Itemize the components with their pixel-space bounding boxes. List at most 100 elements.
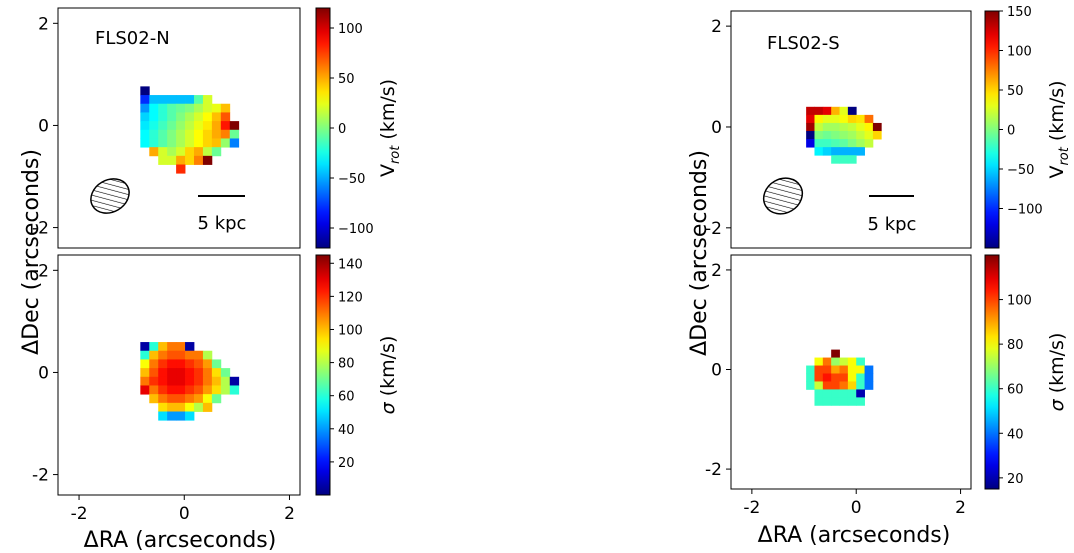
map-pixel — [831, 389, 840, 398]
colorbar-tick-label: −50 — [338, 172, 365, 187]
map-pixel — [814, 122, 824, 132]
map-pixel — [176, 129, 186, 139]
map-pixel — [847, 147, 857, 156]
map-pixel — [193, 103, 204, 113]
map-pixel — [140, 368, 150, 378]
map-pixel — [822, 373, 832, 382]
map-pixel — [176, 155, 186, 165]
map-pixel — [140, 385, 150, 395]
map-pixel — [806, 131, 815, 140]
map-pixel — [158, 112, 168, 122]
colorbar-tick-label: 80 — [338, 357, 355, 372]
map-pixel — [158, 95, 168, 105]
map-pixel — [839, 155, 849, 164]
left-ylabel: ΔDec (arcseconds) — [19, 149, 44, 355]
map-pixel — [822, 122, 832, 132]
map-pixel — [158, 359, 168, 369]
map-pixel — [202, 368, 213, 378]
map-pixel — [856, 139, 865, 148]
map-pixel — [831, 381, 840, 390]
map-pixel — [167, 155, 177, 165]
y-tick-label: -2 — [705, 219, 722, 239]
map-pixel — [864, 114, 874, 124]
map-pixel — [806, 381, 815, 390]
map-pixel — [806, 106, 815, 116]
map-pixel — [193, 95, 204, 105]
map-pixel — [220, 385, 231, 395]
map-pixel — [167, 350, 177, 360]
map-pixel — [176, 164, 186, 174]
map-pixel — [229, 376, 240, 386]
map-pixel — [193, 368, 204, 378]
x-tick-label: 2 — [284, 504, 295, 524]
map-pixel — [839, 357, 849, 366]
map-pixel — [149, 359, 159, 369]
map-pixel — [839, 139, 849, 148]
colorbar-gradient — [984, 254, 1000, 490]
map-pixel — [806, 139, 815, 148]
map-pixel — [814, 365, 824, 374]
map-pixel — [185, 147, 195, 157]
map-pixel — [220, 103, 231, 113]
map-pixel — [856, 114, 865, 124]
colorbar-gradient — [315, 7, 331, 249]
colorbar-tick-label: −100 — [1007, 203, 1043, 218]
map-pixel — [839, 389, 849, 398]
y-tick-label: 0 — [711, 118, 722, 138]
map-pixel — [864, 381, 874, 390]
pixel-map — [806, 106, 882, 164]
map-pixel — [149, 112, 159, 122]
map-pixel — [202, 121, 213, 131]
colorbar-gradient — [315, 254, 331, 496]
map-pixel — [831, 114, 840, 124]
map-pixel — [176, 350, 186, 360]
map-pixel — [176, 147, 186, 157]
map-pixel — [202, 350, 213, 360]
map-pixel — [847, 381, 857, 390]
map-pixel — [872, 131, 882, 140]
map-pixel — [185, 121, 195, 131]
map-pixel — [211, 112, 222, 122]
map-pixel — [847, 155, 857, 164]
map-pixel — [847, 365, 857, 374]
colorbar-tick-label: −50 — [1007, 163, 1034, 178]
map-pixel — [140, 138, 150, 148]
map-pixel — [831, 155, 840, 164]
map-pixel — [140, 103, 150, 113]
map-pixel — [822, 114, 832, 124]
map-pixel — [185, 103, 195, 113]
map-pixel — [193, 129, 204, 139]
map-pixel — [167, 411, 177, 421]
map-pixel — [149, 350, 159, 360]
map-pixel — [149, 121, 159, 131]
map-pixel — [864, 373, 874, 382]
map-pixel — [202, 95, 213, 105]
map-pixel — [831, 122, 840, 132]
map-pixel — [202, 103, 213, 113]
map-pixel — [193, 138, 204, 148]
map-pixel — [176, 394, 186, 404]
map-pixel — [211, 103, 222, 113]
map-pixel — [185, 155, 195, 165]
colorbar-tick-label: 80 — [1007, 338, 1024, 353]
map-pixel — [176, 103, 186, 113]
map-pixel — [847, 389, 857, 398]
map-pixel — [158, 121, 168, 131]
map-pixel — [856, 357, 865, 366]
colorbar-label: Vrot (km/s) — [377, 79, 403, 177]
map-pixel — [822, 365, 832, 374]
map-pixel — [847, 139, 857, 148]
map-pixel — [847, 373, 857, 382]
map-pixel — [822, 139, 832, 148]
map-pixel — [831, 139, 840, 148]
colorbar-label: σ (km/s) — [377, 336, 399, 415]
panel-frame — [57, 254, 301, 496]
map-pixel — [220, 138, 231, 148]
map-pixel — [220, 376, 231, 386]
map-pixel — [814, 373, 824, 382]
colorbar-tick-label: 20 — [1007, 472, 1024, 487]
map-pixel — [185, 411, 195, 421]
left-scalebar-label: 5 kpc — [198, 213, 247, 234]
map-pixel — [806, 114, 815, 124]
